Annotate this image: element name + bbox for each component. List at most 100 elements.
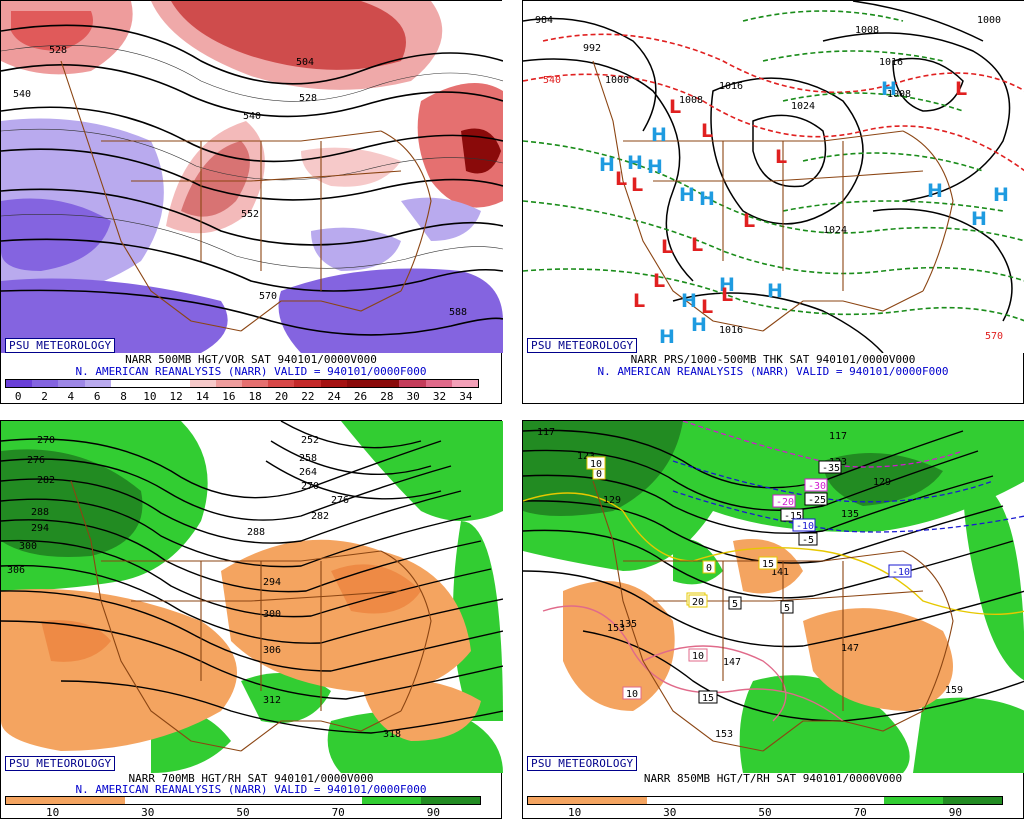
vort-red-east-core <box>461 128 501 174</box>
contour-label: 294 <box>263 577 281 588</box>
contour-label: 153 <box>715 729 733 740</box>
isobar-label: 1008 <box>887 89 911 100</box>
high-center: H <box>679 184 695 206</box>
colorbar-swatch <box>110 380 138 387</box>
high-center: H <box>927 180 943 202</box>
colorbar-swatch <box>84 380 111 387</box>
isobar-label: 1024 <box>823 225 847 236</box>
high-center: H <box>599 154 615 176</box>
contour-label: 306 <box>263 645 281 656</box>
thickness-label: 570 <box>985 331 1003 342</box>
colorbar-swatch <box>241 380 269 387</box>
caption-product: NARR 500MB HGT/VOR SAT 940101/0000V000 <box>125 353 377 366</box>
colorbar-tick-label: 10 <box>45 806 60 819</box>
isotherm-label: 15 <box>762 559 774 570</box>
low-center: L <box>955 78 967 100</box>
colorbar-tick-label: 16 <box>222 390 236 403</box>
colorbar-swatch <box>189 380 216 387</box>
colorbar-swatch <box>32 380 59 387</box>
contour-label: 135 <box>619 619 637 630</box>
map-svg-sfc: 984 992 1000 1008 1016 1024 1008 1016 10… <box>523 1 1024 353</box>
colorbar-tick-label: 90 <box>948 806 963 819</box>
contour-label: 117 <box>829 431 847 442</box>
colorbar-rh <box>5 796 481 805</box>
thickness-label: 540 <box>543 75 561 86</box>
psu-meteorology-badge: PSU METEOROLOGY <box>527 338 638 353</box>
psu-meteorology-badge: PSU METEOROLOGY <box>5 338 116 353</box>
isotherm-label: -35 <box>822 463 840 474</box>
colorbar-tick-label: 50 <box>236 806 250 819</box>
contour-label: 588 <box>449 307 467 318</box>
colorbar-swatch <box>420 797 480 804</box>
high-center: H <box>651 124 667 146</box>
colorbar-swatch <box>346 380 374 387</box>
colorbar-swatch <box>183 797 243 804</box>
vort-purple-east <box>401 197 481 241</box>
contour-labels-500mb: 528 540 504 528 540 552 570 588 <box>13 45 467 318</box>
colorbar-tick-label: 4 <box>67 390 75 403</box>
colorbar-swatch <box>399 380 426 387</box>
map-svg-850mb: 117 123 129 117 123 129 135 135 141 147 … <box>523 421 1024 773</box>
colorbar-swatch <box>587 797 647 804</box>
contour-label: 276 <box>331 495 349 506</box>
isotherm-label: 0 <box>706 563 712 574</box>
low-center: L <box>633 290 645 312</box>
low-center: L <box>701 296 713 318</box>
isobar-label: 1016 <box>719 325 743 336</box>
colorbar-tick-label: 20 <box>274 390 289 403</box>
high-center: H <box>627 152 643 174</box>
isotherm-labels: -35 -30 -25 -20 -15 -10 -5 -10 0 0 <box>586 456 912 704</box>
colorbar-swatch <box>58 380 85 387</box>
contour-label: 252 <box>301 435 319 446</box>
isobar-label: 1000 <box>605 75 629 86</box>
colorbar-tick-label: 10 <box>567 806 582 819</box>
colorbar-rh <box>527 796 1003 805</box>
caption-product: NARR 850MB HGT/T/RH SAT 940101/0000V000 <box>643 772 903 785</box>
contour-label: 153 <box>607 623 625 634</box>
colorbar-swatch <box>302 797 362 804</box>
caption-product: NARR 700MB HGT/RH SAT 940101/0000V000 <box>128 772 374 785</box>
colorbar-tick-label: 30 <box>141 806 155 819</box>
colorbar-tick-label: 8 <box>120 390 127 403</box>
contour-label: 318 <box>383 729 401 740</box>
colorbar-tick-label: 26 <box>353 390 368 403</box>
isotherm-label: 0 <box>596 469 602 480</box>
rh-moist-nw-core <box>1 449 143 557</box>
contour-label: 147 <box>841 643 859 654</box>
colorbar-swatch <box>268 380 295 387</box>
contour-label: 258 <box>299 453 317 464</box>
vort-purple-west-core <box>1 198 111 271</box>
map-sfc: 984 992 1000 1008 1016 1024 1008 1016 10… <box>523 1 1024 353</box>
low-center: L <box>691 234 703 256</box>
contour-label: 276 <box>27 455 45 466</box>
low-center: L <box>615 168 627 190</box>
isotherm-label: 5 <box>784 603 790 614</box>
contour-label: 141 <box>771 567 789 578</box>
low-center: L <box>661 236 673 258</box>
high-center: H <box>647 156 663 178</box>
isotherm-label: -25 <box>808 495 826 506</box>
rh-moist-east <box>963 480 1024 681</box>
contour-label: 117 <box>537 427 555 438</box>
colorbar-swatch <box>163 380 190 387</box>
colorbar-swatch <box>765 797 825 804</box>
high-center: H <box>681 290 697 312</box>
pressure-centers: H H H H H H H H H H H H H H H L L L L L <box>599 78 1009 348</box>
colorbar-tick-label: 24 <box>327 390 341 403</box>
high-center: H <box>971 208 987 230</box>
colorbar-swatch <box>705 797 765 804</box>
contour-label: 147 <box>723 657 741 668</box>
contour-label: 129 <box>873 477 891 488</box>
colorbar-swatch <box>646 797 706 804</box>
high-center: H <box>659 326 675 348</box>
isotherm-label: 10 <box>626 689 638 700</box>
isobar-label: 1016 <box>719 81 743 92</box>
psu-meteorology-badge: PSU METEOROLOGY <box>527 756 638 771</box>
colorbar-swatch <box>124 797 184 804</box>
vort-red-nw-core <box>11 11 93 51</box>
contour-label: 282 <box>37 475 55 486</box>
contour-label: 552 <box>241 209 259 220</box>
high-center: H <box>699 188 715 210</box>
contour-label: 129 <box>603 495 621 506</box>
psu-meteorology-badge: PSU METEOROLOGY <box>5 756 116 771</box>
